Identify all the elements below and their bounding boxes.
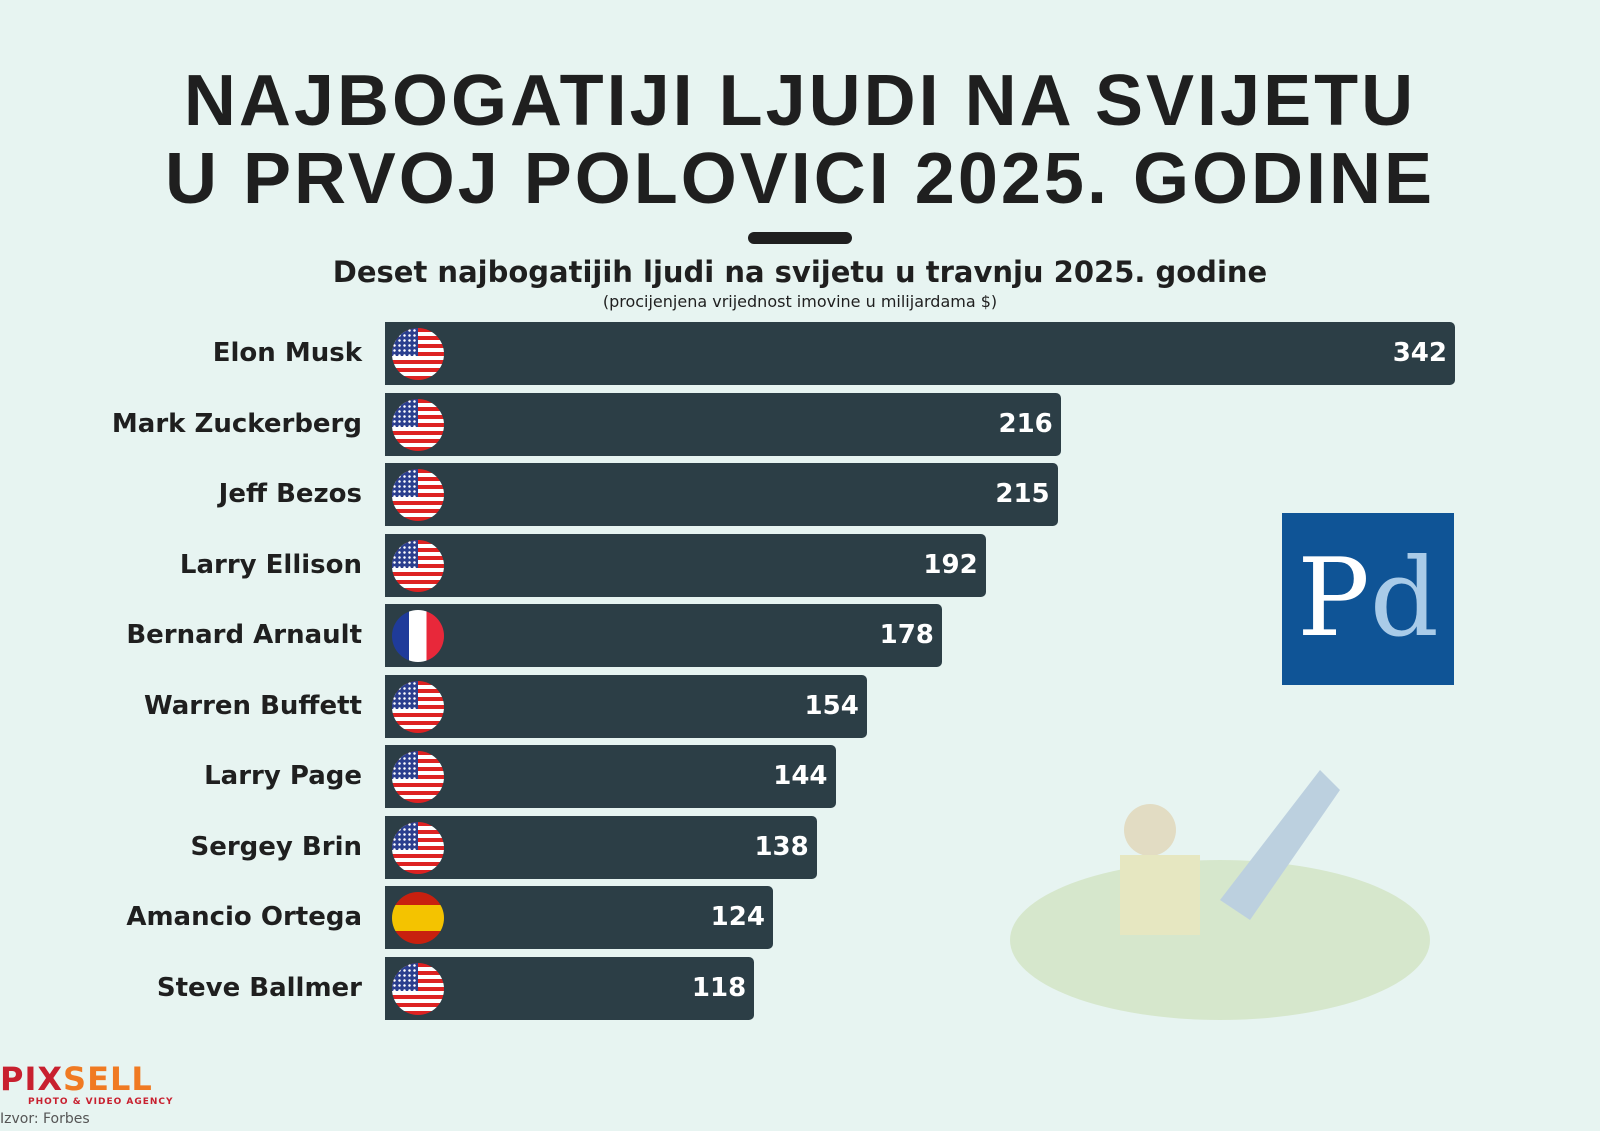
value-label: 124 <box>710 902 765 932</box>
pd-logo-d: d <box>1369 536 1439 661</box>
flag-fr-icon <box>392 610 444 662</box>
category-label: Steve Ballmer <box>156 972 362 1003</box>
title: NAJBOGATIJI LJUDI NA SVIJETU U PRVOJ POLO… <box>0 62 1600 218</box>
flag-es-icon <box>392 892 444 944</box>
divider <box>748 232 852 244</box>
flag-us-icon <box>392 821 444 874</box>
value-label: 342 <box>1392 338 1447 368</box>
bar: 144 <box>385 745 836 808</box>
flag-us-icon <box>392 398 444 451</box>
value-label: 215 <box>995 479 1050 509</box>
value-label: 216 <box>998 408 1053 439</box>
value-label: 118 <box>691 972 747 1003</box>
value-label: 178 <box>879 620 934 650</box>
bar: 118 <box>385 956 755 1020</box>
category-label: Larry Ellison <box>179 549 362 580</box>
bar: 138 <box>385 815 817 879</box>
bar: 124 <box>385 886 773 949</box>
bar: 215 <box>385 463 1058 526</box>
chart-subtitle: Deset najbogatijih ljudi na svijetu u tr… <box>332 255 1268 289</box>
category-label: Elon Musk <box>212 338 362 368</box>
category-label: Bernard Arnault <box>126 620 362 650</box>
pixsell-logo: PIXSELL <box>0 1062 153 1096</box>
money-pile-illustration <box>1010 770 1430 1020</box>
bar: 178 <box>385 604 942 667</box>
flag-us-icon <box>392 469 444 521</box>
flag-us-icon <box>392 962 444 1015</box>
bar: 154 <box>385 674 867 738</box>
pixsell-tagline: PHOTO & VIDEO AGENCY <box>28 1097 174 1107</box>
flag-us-icon <box>392 751 444 803</box>
source-note: Izvor: Forbes <box>0 1111 90 1127</box>
chart-note: (procijenjena vrijednost imovine u milij… <box>602 292 998 311</box>
flag-us-icon <box>392 328 444 380</box>
pd-logo: Pd <box>1282 513 1454 685</box>
category-label: Warren Buffett <box>143 690 362 721</box>
value-label: 192 <box>923 549 978 580</box>
category-label: Amancio Ortega <box>126 902 362 932</box>
category-label: Jeff Bezos <box>218 479 362 509</box>
title-line-1: NAJBOGATIJI LJUDI NA SVIJETU <box>183 61 1417 141</box>
category-label: Larry Page <box>204 761 362 791</box>
flag-us-icon <box>392 539 444 592</box>
value-label: 154 <box>804 690 859 721</box>
bar: 342 <box>385 322 1455 385</box>
pixsell-logo-pix: PIX <box>0 1060 64 1098</box>
category-label: Sergey Brin <box>190 831 363 862</box>
value-label: 138 <box>754 831 809 862</box>
category-label: Mark Zuckerberg <box>111 408 362 439</box>
value-label: 144 <box>773 761 828 791</box>
pd-logo-p: P <box>1297 536 1370 661</box>
title-line-2: U PRVOJ POLOVICI 2025. GODINE <box>164 139 1436 219</box>
bar: 192 <box>385 533 986 597</box>
pixsell-logo-sell: SELL <box>63 1060 153 1098</box>
flag-us-icon <box>392 680 444 733</box>
bar: 216 <box>385 392 1061 456</box>
